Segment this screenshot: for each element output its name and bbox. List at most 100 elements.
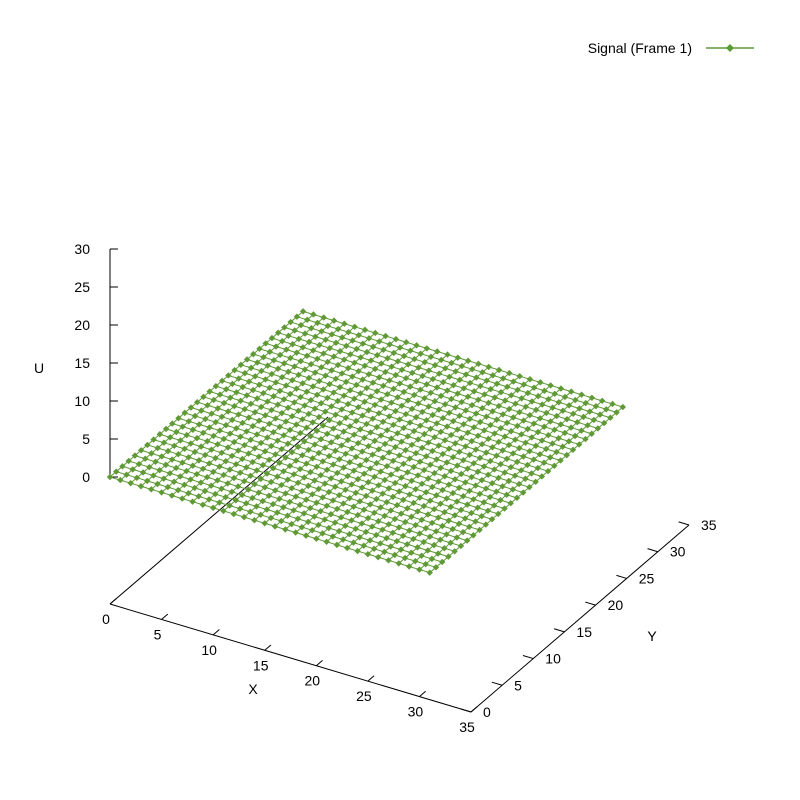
data-point [350,503,357,510]
data-point [526,412,533,419]
data-point [375,410,383,417]
data-point [349,337,356,344]
data-point [367,501,374,508]
mesh-line [221,380,543,477]
data-point [274,437,281,444]
data-point [191,412,199,420]
data-point [443,495,450,502]
data-point [247,400,255,408]
data-point [387,507,395,514]
data-point [499,375,507,382]
data-point [372,329,379,337]
data-point [262,376,269,383]
data-point [342,522,349,529]
data-point [366,537,374,544]
data-point [403,541,411,548]
data-point [154,444,161,452]
data-point [464,429,471,436]
data-point [298,524,306,531]
data-point [327,475,335,482]
data-point [503,419,511,427]
data-point [371,365,379,373]
data-point [256,381,263,388]
data-point [313,427,321,434]
data-point [383,427,391,434]
data-point [227,394,234,401]
data-point [536,415,544,422]
data-point [398,474,405,481]
data-point [143,477,151,485]
data-point [347,351,354,358]
data-point [175,415,182,422]
data-point [416,566,423,573]
data-point [334,361,342,369]
data-point [295,443,302,451]
data-point [433,348,441,355]
data-point [281,324,288,331]
data-point [351,395,358,402]
data-point [489,408,496,415]
data-point [245,486,252,493]
data-point [218,413,226,420]
data-point [344,508,351,516]
data-point [459,528,467,536]
data-point [379,526,386,533]
data-point [532,406,540,414]
data-point [296,465,304,473]
data-point [267,478,275,486]
data-point [144,441,151,449]
data-point [426,533,434,540]
z-tick-label: 10 [74,393,90,409]
data-point [568,388,575,395]
data-point [226,466,234,473]
data-point [268,370,275,378]
data-point [423,417,430,424]
data-point [318,328,325,335]
y-tick [585,601,596,606]
mesh-line [302,310,623,408]
data-point [290,471,298,478]
data-point [511,472,519,479]
data-point [360,506,368,513]
data-point [288,484,295,492]
data-point [519,489,527,496]
data-point [360,470,368,477]
data-point [514,422,521,430]
data-point [396,416,403,423]
data-point [259,497,266,505]
data-point [220,507,227,515]
data-point [417,350,424,357]
data-point [468,437,475,445]
data-point [148,486,155,493]
data-point [380,346,387,354]
data-point [418,480,426,488]
data-point [400,496,407,504]
data-point [216,391,224,398]
data-point [400,424,407,432]
data-point [435,442,442,449]
data-point [596,411,604,418]
data-point [559,443,566,450]
data-point [195,421,203,428]
data-point [526,376,534,383]
data-point [398,366,406,373]
data-point [361,326,369,334]
data-point [466,379,474,387]
data-point [385,485,393,492]
data-point [437,428,445,436]
data-point [421,394,428,402]
data-point [177,473,184,480]
data-point [369,343,377,350]
data-point [288,520,295,528]
data-point [497,389,505,396]
data-point [251,445,258,452]
data-point [340,392,348,399]
y-tick-label: 35 [701,517,717,533]
data-point [311,477,318,484]
data-point [493,380,501,387]
data-point [555,399,562,406]
data-point [328,331,336,338]
data-point [332,339,340,347]
data-point [541,423,548,430]
data-point [343,342,350,350]
